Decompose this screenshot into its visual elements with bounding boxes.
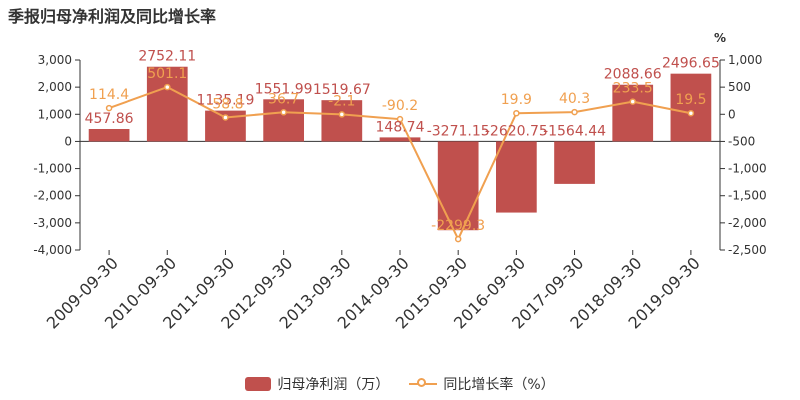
line-value-label: 501.1 [147,66,187,82]
y-left-tick-label: -2,000 [33,189,72,203]
bar-value-label: 148.74 [376,119,425,135]
bar [437,141,479,231]
y-right-unit: % [714,31,726,45]
y-left-tick-label: 0 [64,134,72,148]
y-left-tick-label: 1,000 [38,107,72,121]
bar [263,99,304,142]
growth-point [454,235,462,243]
y-left-tick-label: 3,000 [38,53,72,67]
growth-point [629,98,636,105]
legend-item-bar[interactable]: 归母净利润（万） [245,374,389,394]
bar-value-label: 1519.67 [313,82,371,98]
bar-value-label: -1564.44 [543,123,606,139]
growth-point [571,108,578,116]
line-value-label: 233.5 [613,81,653,97]
bar [379,137,421,142]
bar [496,141,537,213]
y-left-tick-label: -1,000 [33,162,72,176]
growth-point [396,115,404,123]
y-right-tick-label: -2,000 [728,216,767,230]
bar [88,129,130,142]
legend-label-line: 同比增长率（%） [443,377,555,393]
growth-point [338,111,346,118]
line-value-label: 114.4 [89,87,129,103]
bar [612,84,654,142]
line-value-label: -2299.3 [431,218,485,234]
line-value-label: 19.5 [675,92,706,108]
legend-item-line[interactable]: 同比增长率（%） [409,374,555,394]
bar-value-label: 457.86 [85,111,134,127]
bar-value-label: -3271.15 [427,123,490,139]
bar-value-label: 2752.11 [138,49,196,65]
y-left-tick-label: 2,000 [38,80,72,94]
line-value-label: 19.9 [501,92,532,108]
y-right-tick-label: -1,500 [728,189,767,203]
bar-value-label: 1135.19 [197,93,255,109]
growth-point [687,109,695,117]
y-right-tick-label: -1,000 [728,162,767,176]
y-right-tick-label: -2,500 [728,243,767,257]
legend: 归母净利润（万） 同比增长率（%） [0,372,800,396]
legend-line-swatch [409,377,438,391]
line-value-label: -90.2 [382,98,418,114]
bar-value-label: 2088.66 [604,67,662,83]
y-right-tick-label: 0 [728,107,736,121]
growth-point [164,83,171,91]
growth-point [280,109,287,116]
chart-title: 季报归母净利润及同比增长率 [8,7,217,26]
legend-bar-swatch [245,377,272,391]
bar-value-label: 2496.65 [662,56,720,72]
y-right-tick-label: 1,000 [728,53,762,67]
y-left-tick-label: -3,000 [33,216,72,230]
growth-point [105,104,113,112]
legend-label-bar: 归母净利润（万） [277,377,390,393]
line-value-label: 36.7 [268,91,299,107]
bar [321,100,363,142]
line-value-label: -2.1 [328,93,355,109]
bar [670,73,712,142]
line-value-label: 40.3 [559,91,590,107]
growth-point [222,114,229,121]
y-right-tick-label: 500 [728,80,751,94]
y-left-tick-label: -4,000 [33,243,72,257]
growth-point [513,109,520,117]
line-value-label: -58.8 [207,96,243,112]
bar-value-label: -2620.75 [485,123,548,139]
bar-value-label: 1551.99 [255,81,313,97]
bar [554,141,595,184]
bar [146,66,188,142]
y-right-tick-label: -500 [728,134,755,148]
